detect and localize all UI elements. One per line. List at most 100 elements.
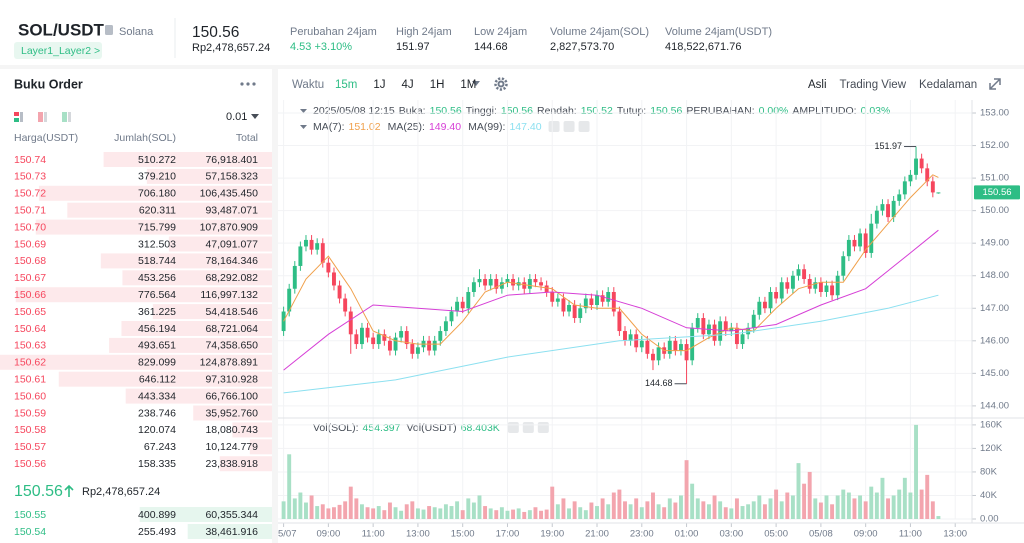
depth-bar <box>121 321 272 336</box>
info-icon[interactable] <box>105 25 113 35</box>
x-tick-label: 09:00 <box>854 529 878 540</box>
volume-bar <box>516 508 521 519</box>
interval[interactable]: 1J <box>373 79 385 91</box>
volume-bar <box>639 507 644 519</box>
candle-body <box>460 301 465 309</box>
volume-bar <box>522 511 527 519</box>
y2-tick-label: 120K <box>980 443 1003 454</box>
order-price: 150.58 <box>14 424 46 436</box>
volume-bars <box>281 424 941 519</box>
info-label: PERUBAHAN: <box>686 105 754 117</box>
candle-body <box>930 181 935 193</box>
interval[interactable]: 4J <box>402 79 414 91</box>
more-menu[interactable] <box>240 82 256 86</box>
candle-body <box>684 344 689 361</box>
view-tab[interactable]: Asli <box>808 79 827 91</box>
volume-bar <box>606 504 611 519</box>
candle-body <box>337 285 342 299</box>
volume-bar <box>690 483 695 519</box>
candle-body <box>813 282 818 289</box>
candle-body <box>891 200 896 218</box>
candle-body <box>858 233 863 247</box>
candle-body <box>673 340 678 351</box>
interval[interactable]: 1H <box>430 79 445 91</box>
volume-bar <box>539 510 544 519</box>
order-total: 74,358.650 <box>205 340 258 352</box>
fullscreen-icon[interactable] <box>989 78 1001 90</box>
icon-part <box>14 118 19 122</box>
stat-value: 418,522,671.76 <box>665 41 741 53</box>
order-amount: 646.112 <box>139 373 176 385</box>
legend-button[interactable] <box>563 121 575 132</box>
legend-button[interactable] <box>537 422 549 433</box>
order-price: 150.65 <box>14 306 46 318</box>
candle-body <box>863 233 868 253</box>
legend-button[interactable] <box>507 422 519 433</box>
precision-dropdown[interactable] <box>251 114 259 119</box>
last-price: 150.56 <box>14 483 63 500</box>
interval[interactable]: 1M <box>460 79 476 91</box>
precision[interactable]: 0.01 <box>226 111 247 123</box>
interval-dropdown[interactable] <box>472 81 480 86</box>
order-total: 97,310.928 <box>205 373 258 385</box>
order-amount: 361.225 <box>138 306 176 318</box>
candle-body <box>578 308 583 319</box>
settings-icon[interactable] <box>494 77 508 91</box>
candle-body <box>292 265 297 289</box>
tag[interactable]: Layer1_Layer2 > <box>21 45 100 57</box>
volume-bar <box>404 504 409 519</box>
candle-body <box>522 282 527 289</box>
icon-part <box>20 112 23 122</box>
order-amount: 443.334 <box>138 390 176 402</box>
view-tab[interactable]: Kedalaman <box>919 79 977 91</box>
stat-label: High 24jam <box>396 26 452 38</box>
candle-body <box>690 327 695 361</box>
legend-button[interactable] <box>548 121 560 132</box>
candle-body <box>835 275 840 296</box>
order-price: 150.63 <box>14 340 46 352</box>
ma-line <box>283 229 939 371</box>
candle-body <box>567 305 571 312</box>
interval[interactable]: 15m <box>335 79 357 91</box>
depth-bar <box>58 371 272 387</box>
volume-bar <box>667 498 672 519</box>
stat-value: 144.68 <box>474 41 508 53</box>
volume-bar <box>880 477 885 519</box>
candle-body <box>774 291 779 299</box>
candle-body <box>600 295 605 302</box>
view-tab[interactable]: Trading View <box>840 79 907 91</box>
volume-bar <box>354 498 359 519</box>
order-amount: 493.651 <box>138 340 176 352</box>
candle-body <box>309 239 314 250</box>
x-tick-label: 19:00 <box>540 529 564 540</box>
candle-body <box>606 291 611 302</box>
volume-bar <box>785 492 790 519</box>
x-tick-label: 15:00 <box>451 529 475 540</box>
annotation: 151.97 <box>875 141 903 151</box>
candle-body <box>762 301 767 309</box>
ma-value: 147.40 <box>509 121 541 133</box>
tag-background[interactable] <box>14 42 102 59</box>
volume-bar <box>567 508 571 519</box>
order-total: 106,435.450 <box>200 188 259 200</box>
toolbar-label: Waktu <box>292 79 324 91</box>
depth-bar <box>38 185 272 201</box>
volume-bar <box>315 506 320 519</box>
volume-bar <box>399 510 404 519</box>
volume-bar <box>679 495 683 519</box>
ma-name: MA(99): <box>468 121 505 133</box>
legend-button[interactable] <box>578 121 590 132</box>
candle-body <box>841 256 846 276</box>
volume-bar <box>298 492 303 519</box>
info-value: 150.56 <box>430 105 462 117</box>
candle-body <box>539 282 544 286</box>
view-toggle[interactable] <box>14 112 71 122</box>
candle-body <box>438 331 443 341</box>
volume-bar <box>466 498 471 519</box>
collapse-icon[interactable] <box>300 109 307 113</box>
legend-button[interactable] <box>522 422 534 433</box>
candle-body <box>645 340 650 354</box>
volume-bar <box>897 489 902 519</box>
collapse-icon[interactable] <box>300 125 307 129</box>
